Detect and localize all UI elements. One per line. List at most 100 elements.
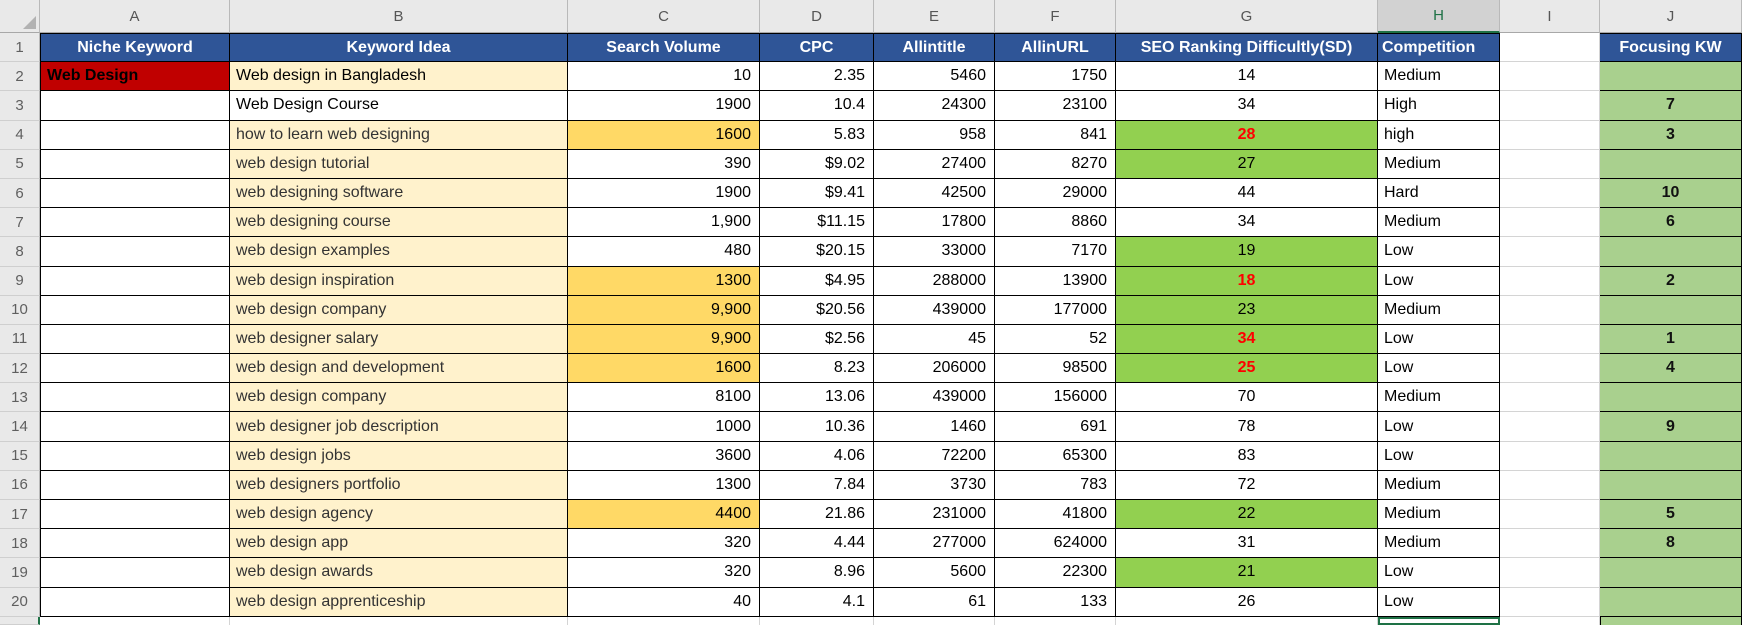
cell-D9[interactable]: $4.95 <box>760 266 874 296</box>
cell-C2[interactable]: 10 <box>568 62 760 92</box>
cell-J11[interactable]: 1 <box>1600 324 1742 355</box>
cell-J7[interactable]: 6 <box>1600 208 1742 238</box>
row-header-4[interactable]: 4 <box>0 120 40 150</box>
cell-B11[interactable]: web designer salary <box>230 324 568 355</box>
cell-I15[interactable] <box>1500 441 1600 471</box>
row-header-8[interactable]: 8 <box>0 237 40 267</box>
cell-E6[interactable]: 42500 <box>874 178 995 209</box>
cell-F7[interactable]: 8860 <box>995 208 1116 238</box>
cell-B17[interactable]: web design agency <box>230 500 568 530</box>
cell-G12[interactable]: 25 <box>1116 354 1378 384</box>
cell-H17[interactable]: Medium <box>1378 500 1500 530</box>
row-header-14[interactable]: 14 <box>0 412 40 442</box>
cell-H3[interactable]: High <box>1378 91 1500 121</box>
cell-C10[interactable]: 9,900 <box>568 295 760 325</box>
cell-B5[interactable]: web design tutorial <box>230 149 568 179</box>
cell-F13[interactable]: 156000 <box>995 383 1116 413</box>
cell-G8[interactable]: 19 <box>1116 237 1378 267</box>
row-header-15[interactable]: 15 <box>0 441 40 471</box>
column-header-E[interactable]: E <box>874 0 995 33</box>
cell-H7[interactable]: Medium <box>1378 208 1500 238</box>
cell-J6[interactable]: 10 <box>1600 178 1742 209</box>
cell-G15[interactable]: 83 <box>1116 441 1378 471</box>
cell-J14[interactable]: 9 <box>1600 412 1742 442</box>
cell-B19[interactable]: web design awards <box>230 558 568 588</box>
cell-H12[interactable]: Low <box>1378 354 1500 384</box>
cell-C17[interactable]: 4400 <box>568 500 760 530</box>
cell-I17[interactable] <box>1500 500 1600 530</box>
cell-B8[interactable]: web design examples <box>230 237 568 267</box>
cell-A11[interactable] <box>40 324 230 355</box>
cell-E19[interactable]: 5600 <box>874 558 995 588</box>
cell-G11[interactable]: 34 <box>1116 324 1378 355</box>
row-header-1[interactable]: 1 <box>0 33 40 63</box>
cell-E2[interactable]: 5460 <box>874 62 995 92</box>
cell-J18[interactable]: 8 <box>1600 529 1742 559</box>
cell-H18[interactable]: Medium <box>1378 529 1500 559</box>
cell-D3[interactable]: 10.4 <box>760 91 874 121</box>
cell-D4[interactable]: 5.83 <box>760 120 874 150</box>
cell-A9[interactable] <box>40 266 230 296</box>
cell-C11[interactable]: 9,900 <box>568 324 760 355</box>
select-all-corner[interactable] <box>0 0 40 33</box>
cell-J2[interactable] <box>1600 62 1742 92</box>
cell-I5[interactable] <box>1500 149 1600 179</box>
header-keyword-idea[interactable]: Keyword Idea <box>230 33 568 63</box>
column-header-B[interactable]: B <box>230 0 568 33</box>
cell-H11[interactable]: Low <box>1378 324 1500 355</box>
cell-G14[interactable]: 78 <box>1116 412 1378 442</box>
cell-B12[interactable]: web design and development <box>230 354 568 384</box>
row-header-21[interactable] <box>0 616 40 625</box>
cell-H9[interactable]: Low <box>1378 266 1500 296</box>
cell-A8[interactable] <box>40 237 230 267</box>
cell-I14[interactable] <box>1500 412 1600 442</box>
cell-A21[interactable] <box>40 616 230 625</box>
row-header-12[interactable]: 12 <box>0 354 40 384</box>
cell-B6[interactable]: web designing software <box>230 178 568 209</box>
cell-E8[interactable]: 33000 <box>874 237 995 267</box>
header-competition[interactable]: Competition <box>1378 33 1500 63</box>
cell-C4[interactable]: 1600 <box>568 120 760 150</box>
cell-J12[interactable]: 4 <box>1600 354 1742 384</box>
cell-D5[interactable]: $9.02 <box>760 149 874 179</box>
cell-C18[interactable]: 320 <box>568 529 760 559</box>
header-allintitle[interactable]: Allintitle <box>874 33 995 63</box>
cell-D19[interactable]: 8.96 <box>760 558 874 588</box>
cell-I16[interactable] <box>1500 470 1600 500</box>
cell-A12[interactable] <box>40 354 230 384</box>
column-header-G[interactable]: G <box>1116 0 1378 33</box>
cell-C16[interactable]: 1300 <box>568 470 760 500</box>
row-header-3[interactable]: 3 <box>0 91 40 121</box>
column-header-A[interactable]: A <box>40 0 230 33</box>
row-header-10[interactable]: 10 <box>0 295 40 325</box>
header-niche-keyword[interactable]: Niche Keyword <box>40 33 230 63</box>
cell-A15[interactable] <box>40 441 230 471</box>
cell-G19[interactable]: 21 <box>1116 558 1378 588</box>
cell-E7[interactable]: 17800 <box>874 208 995 238</box>
row-header-5[interactable]: 5 <box>0 149 40 179</box>
cell-D18[interactable]: 4.44 <box>760 529 874 559</box>
cell-I1[interactable] <box>1500 33 1600 63</box>
cell-A4[interactable] <box>40 120 230 150</box>
header-focusing-kw[interactable]: Focusing KW <box>1600 33 1742 63</box>
cell-F17[interactable]: 41800 <box>995 500 1116 530</box>
cell-E20[interactable]: 61 <box>874 587 995 617</box>
row-header-13[interactable]: 13 <box>0 383 40 413</box>
cell-A17[interactable] <box>40 500 230 530</box>
cell-A14[interactable] <box>40 412 230 442</box>
cell-J10[interactable] <box>1600 295 1742 325</box>
cell-G6[interactable]: 44 <box>1116 178 1378 209</box>
row-header-16[interactable]: 16 <box>0 470 40 500</box>
cell-B21[interactable] <box>230 616 568 625</box>
cell-D16[interactable]: 7.84 <box>760 470 874 500</box>
cell-F2[interactable]: 1750 <box>995 62 1116 92</box>
header-cpc[interactable]: CPC <box>760 33 874 63</box>
cell-G4[interactable]: 28 <box>1116 120 1378 150</box>
cell-B16[interactable]: web designers portfolio <box>230 470 568 500</box>
cell-A13[interactable] <box>40 383 230 413</box>
cell-D20[interactable]: 4.1 <box>760 587 874 617</box>
cell-F15[interactable]: 65300 <box>995 441 1116 471</box>
cell-H10[interactable]: Medium <box>1378 295 1500 325</box>
cell-C7[interactable]: 1,900 <box>568 208 760 238</box>
cell-B20[interactable]: web design apprenticeship <box>230 587 568 617</box>
